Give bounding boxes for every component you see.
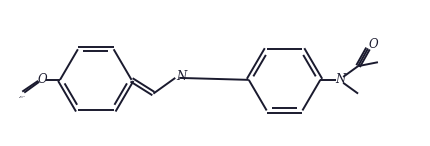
Text: N: N: [334, 73, 344, 86]
Text: methyl2: methyl2: [20, 95, 26, 97]
Text: methyl: methyl: [19, 97, 24, 98]
Text: N: N: [176, 70, 186, 83]
Text: O: O: [37, 73, 47, 86]
Text: O: O: [368, 38, 378, 51]
